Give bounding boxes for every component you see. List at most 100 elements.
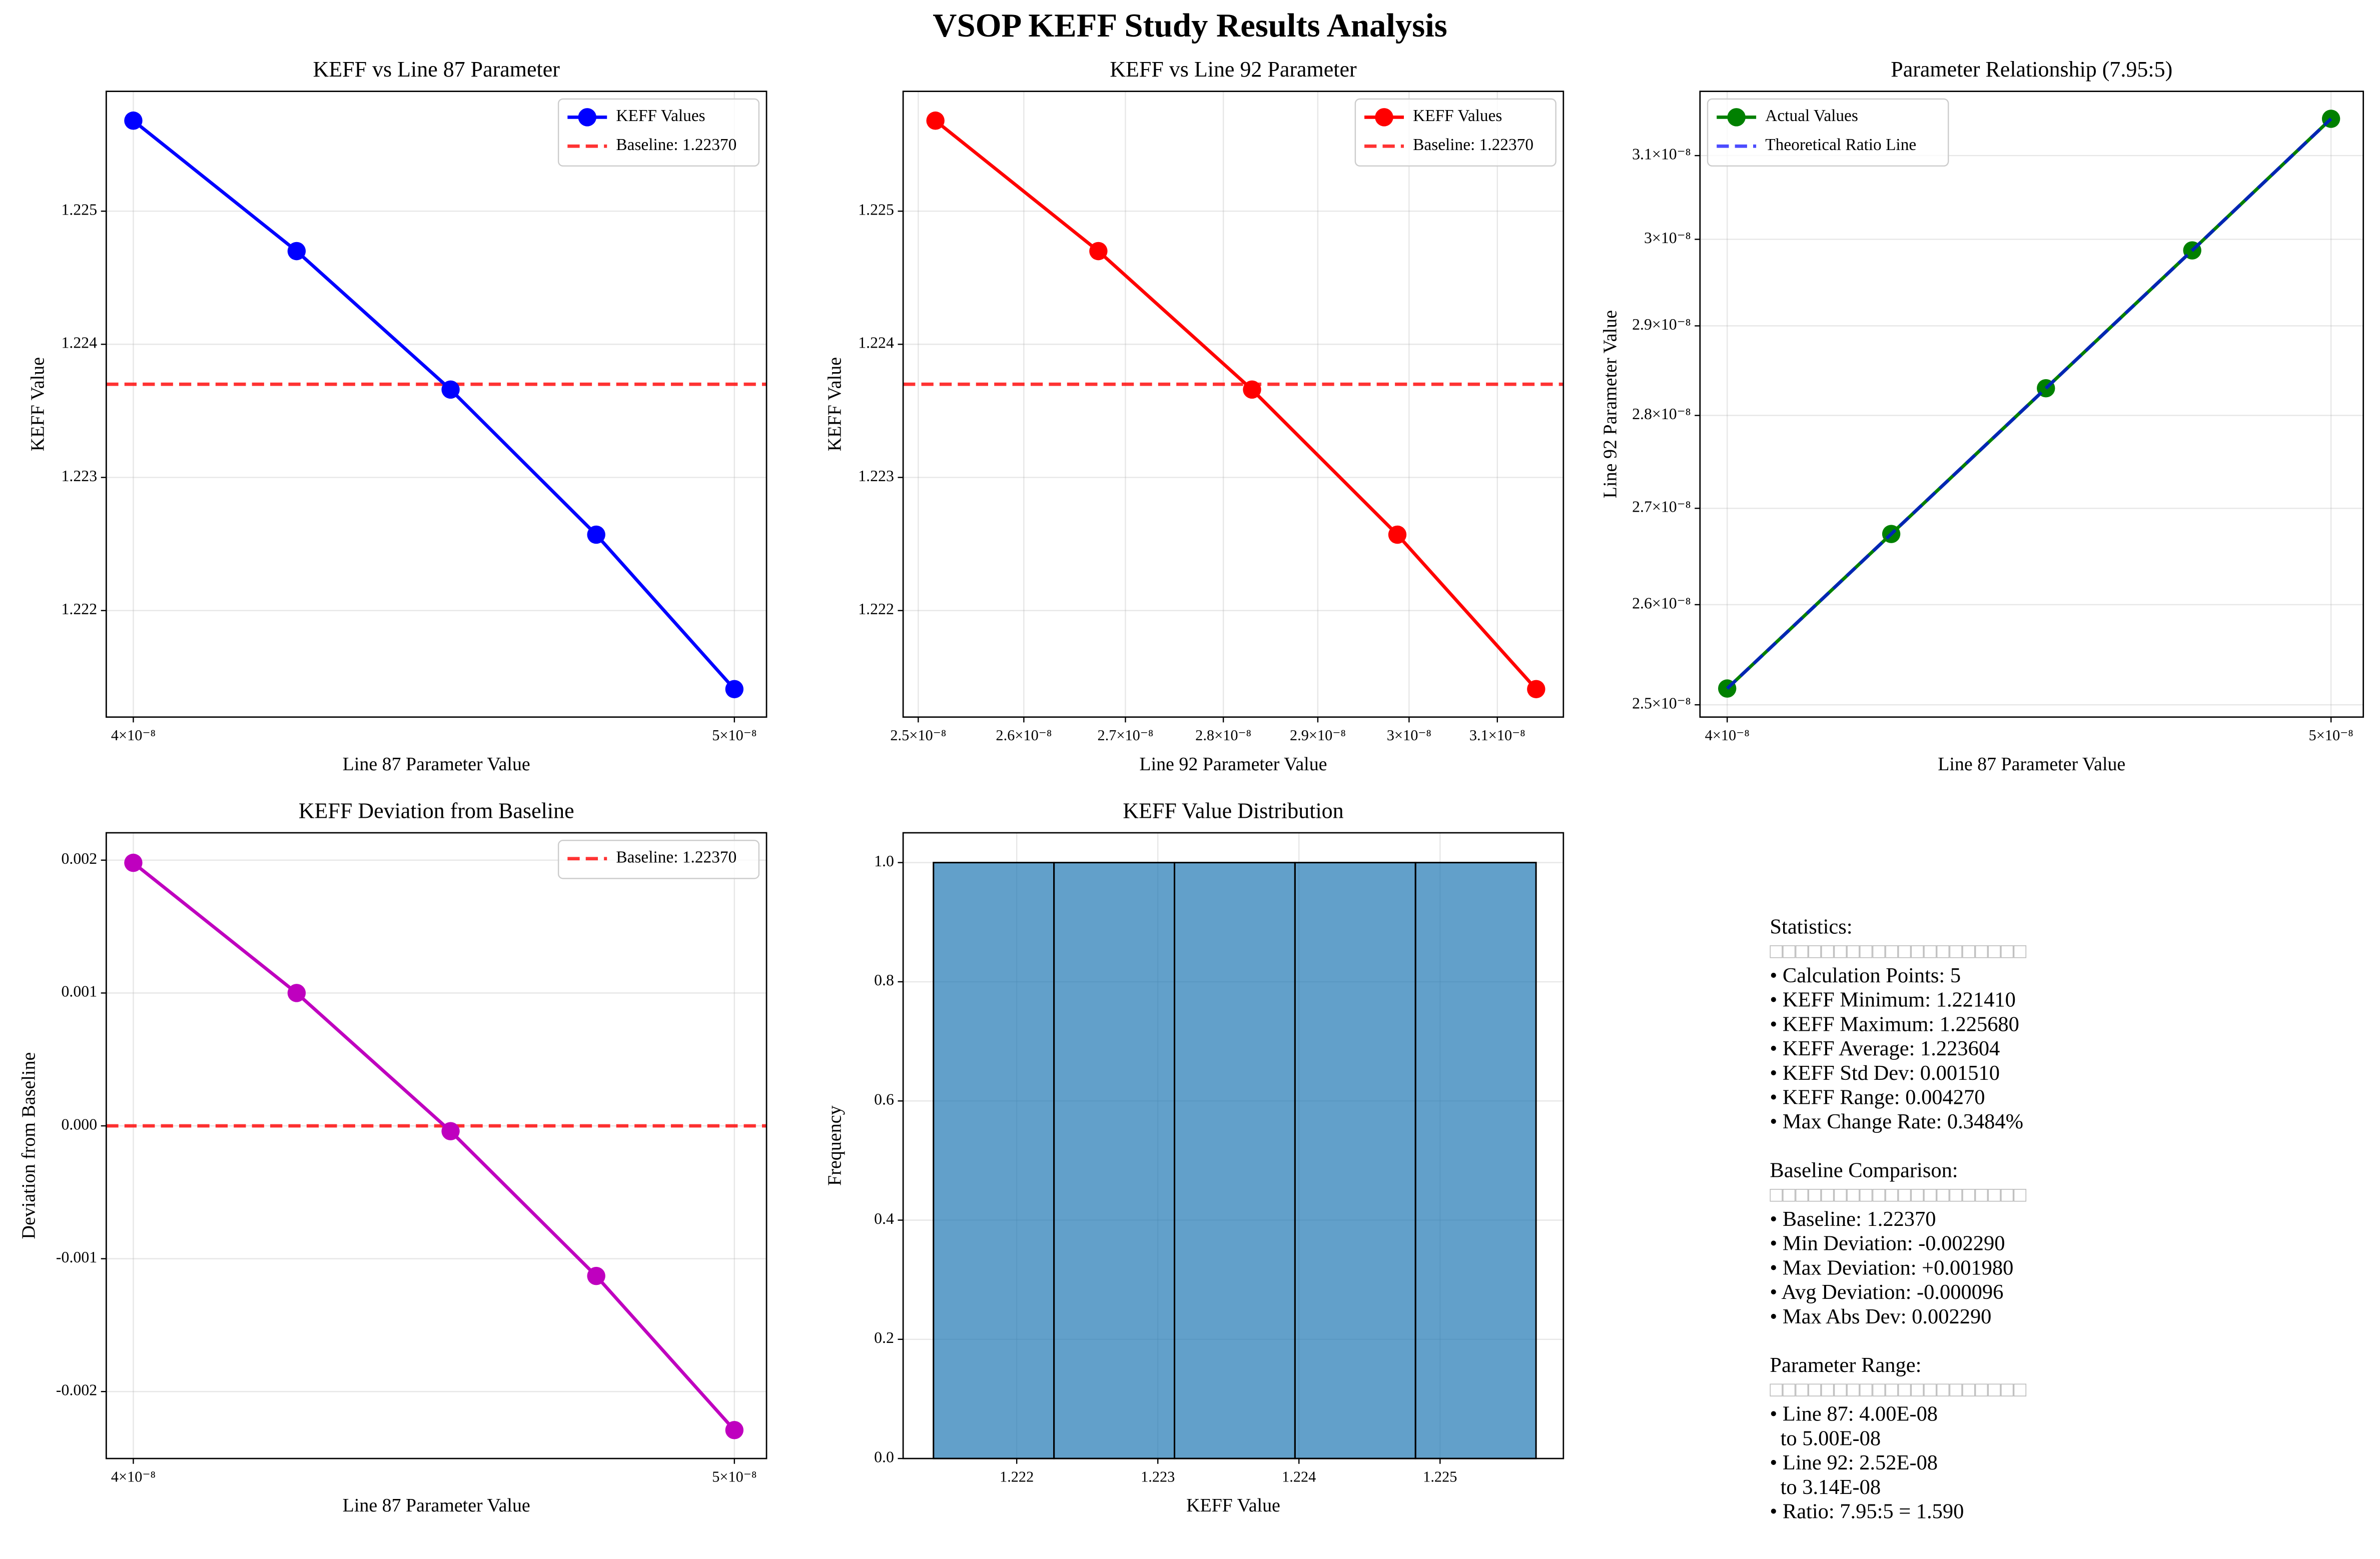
y-tick-label: 1.224 [62, 334, 98, 352]
y-tick-label: 0.0 [874, 1448, 894, 1465]
stats-rule: □□□□□□□□□□□□□□□□□□□□ [1770, 1378, 2026, 1401]
x-tick-label: 1.224 [1282, 1468, 1316, 1485]
bar [1173, 862, 1296, 1459]
point [725, 680, 744, 699]
legend-label: Baseline: 1.22370 [616, 136, 736, 154]
y-axis-label: KEFF Value [28, 357, 49, 451]
stats-item: • KEFF Minimum: 1.221410 [1770, 988, 2015, 1012]
stats-item: • Max Abs Dev: 0.002290 [1770, 1305, 1991, 1328]
x-axis-label: Line 87 Parameter Value [343, 1495, 530, 1516]
chart-title: KEFF vs Line 87 Parameter [313, 57, 560, 82]
x-axis-label: Line 87 Parameter Value [1938, 754, 2125, 775]
axes-frame [106, 832, 767, 1459]
legend-box [557, 840, 760, 879]
series-line [1726, 118, 2332, 690]
stats-heading: Parameter Range: [1770, 1353, 1921, 1377]
stats-item: • Calculation Points: 5 [1770, 964, 1961, 987]
x-tick-label: 3.1×10⁻⁸ [1469, 727, 1525, 744]
stats-item: to 3.14E-08 [1770, 1475, 1881, 1499]
legend-label: Baseline: 1.22370 [1413, 136, 1533, 154]
point [441, 380, 460, 399]
y-tick-label: 2.5×10⁻⁸ [1632, 694, 1691, 712]
y-axis-label: Frequency [824, 1105, 845, 1186]
legend-marker [1727, 108, 1746, 127]
stats-item: • Min Deviation: -0.002290 [1770, 1232, 2005, 1255]
bar [1294, 862, 1416, 1459]
stats-item: • Max Change Rate: 0.3484% [1770, 1110, 2023, 1133]
point [587, 1266, 605, 1285]
y-tick-label: 2.6×10⁻⁸ [1632, 594, 1691, 612]
stats-heading: Statistics: [1770, 915, 1852, 939]
legend-box [557, 98, 760, 167]
panel: Parameter Relationship (7.95:5) Line 87 P… [1600, 57, 2364, 775]
bar [1053, 862, 1176, 1459]
legend-marker [1375, 108, 1393, 127]
legend-box [1354, 98, 1556, 167]
point [725, 1420, 744, 1439]
x-tick-label: 2.8×10⁻⁸ [1195, 727, 1251, 744]
x-tick-label: 3×10⁻⁸ [1387, 727, 1431, 744]
x-axis-label: KEFF Value [1186, 1495, 1280, 1516]
y-axis-label: Deviation from Baseline [18, 1052, 39, 1239]
x-tick-label: 2.7×10⁻⁸ [1097, 727, 1153, 744]
y-tick-label: -0.001 [56, 1248, 97, 1266]
bar [1414, 862, 1537, 1459]
y-tick-label: 1.225 [62, 201, 98, 218]
x-tick-label: 1.222 [1000, 1468, 1034, 1485]
y-tick-label: 1.222 [858, 600, 894, 618]
point [1243, 380, 1261, 399]
axes-frame [902, 91, 1564, 718]
point [926, 111, 945, 130]
x-tick-label: 4×10⁻⁸ [111, 1468, 156, 1485]
stats-item: • KEFF Average: 1.223604 [1770, 1037, 2000, 1060]
y-tick-label: 1.224 [858, 334, 894, 352]
y-tick-label: 0.4 [874, 1210, 894, 1227]
point [287, 984, 306, 1002]
panel: KEFF Deviation from Baseline Line 87 Para… [18, 799, 767, 1516]
x-axis-label: Line 92 Parameter Value [1139, 754, 1327, 775]
y-tick-label: 0.6 [874, 1091, 894, 1108]
bar [933, 862, 1055, 1459]
point [124, 853, 143, 872]
legend-label: Baseline: 1.22370 [616, 848, 736, 866]
x-tick-label: 5×10⁻⁸ [712, 1468, 756, 1485]
y-tick-label: 1.225 [858, 201, 894, 218]
y-tick-label: 0.8 [874, 971, 894, 989]
y-tick-label: 0.2 [874, 1329, 894, 1346]
y-axis-label: KEFF Value [824, 357, 845, 451]
stats-item: • Max Deviation: +0.001980 [1770, 1256, 2013, 1279]
y-tick-label: 2.7×10⁻⁸ [1632, 498, 1691, 516]
legend-label: Actual Values [1765, 107, 1858, 125]
stats-item: • Line 92: 2.52E-08 [1770, 1451, 1938, 1474]
point [587, 525, 605, 544]
x-axis-label: Line 87 Parameter Value [343, 754, 530, 775]
stats-item: • Avg Deviation: -0.000096 [1770, 1280, 2003, 1304]
panel: KEFF vs Line 92 Parameter Line 92 Paramet… [824, 57, 1564, 775]
point [1089, 242, 1108, 261]
x-tick-label: 1.223 [1141, 1468, 1175, 1485]
point [124, 111, 143, 130]
y-tick-label: 0.000 [62, 1115, 98, 1133]
y-tick-label: 1.223 [62, 467, 98, 485]
axes-frame [1699, 91, 2364, 718]
stats-item: • Ratio: 7.95:5 = 1.590 [1770, 1499, 1964, 1523]
stats-item: • KEFF Range: 0.004270 [1770, 1085, 1985, 1109]
y-tick-label: 1.222 [62, 600, 98, 618]
x-tick-label: 4×10⁻⁸ [111, 727, 156, 744]
x-tick-label: 2.5×10⁻⁸ [890, 727, 946, 744]
point [441, 1122, 460, 1140]
x-tick-label: 4×10⁻⁸ [1705, 727, 1750, 744]
chart-title: KEFF Deviation from Baseline [299, 799, 574, 823]
legend-label: KEFF Values [616, 107, 705, 125]
stats-item: to 5.00E-08 [1770, 1426, 1881, 1450]
y-tick-label: 3.1×10⁻⁸ [1632, 145, 1691, 163]
point [1527, 680, 1545, 699]
legend-label: Theoretical Ratio Line [1765, 136, 1916, 154]
point [287, 242, 306, 261]
legend-box [1707, 98, 1949, 167]
legend-label: KEFF Values [1413, 107, 1502, 125]
stats-item: • Line 87: 4.00E-08 [1770, 1402, 1938, 1426]
chart-title: KEFF Value Distribution [1123, 799, 1343, 823]
y-tick-label: -0.002 [56, 1381, 97, 1399]
chart-title: KEFF vs Line 92 Parameter [1110, 57, 1357, 82]
